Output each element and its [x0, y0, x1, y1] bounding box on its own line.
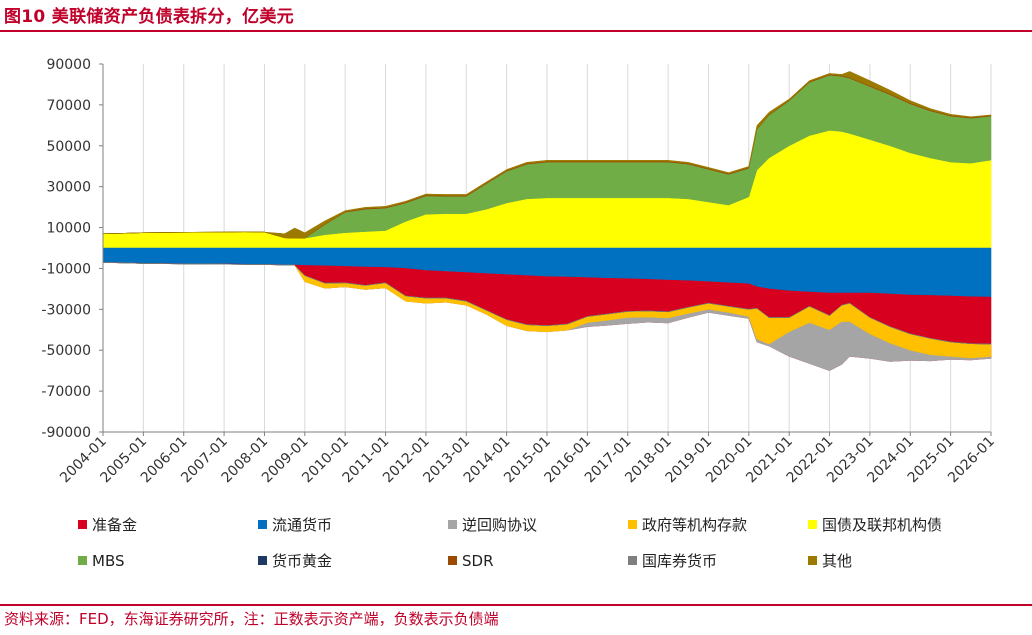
chart-title: 图10 美联储资产负债表拆分，亿美元 [4, 7, 294, 27]
legend: 准备金 流通货币 逆回购协议 政府等机构存款 国债及联邦机构债 MBS 货币黄金 SDR 国库券… [78, 516, 942, 570]
legend-label: 政府等机构存款 [642, 516, 747, 534]
area-asset-3 [102, 71, 992, 239]
y-tick-label: -10000 [41, 261, 91, 277]
legend-label: SDR [462, 552, 494, 570]
stacked-area-chart: 90000 70000 50000 30000 10000 -10000 -30000 -50… [41, 57, 997, 570]
area-liability-5 [102, 262, 992, 345]
legend-swatch [808, 556, 817, 565]
y-tick-label: 90000 [46, 57, 91, 73]
legend-label: MBS [92, 552, 125, 570]
legend-swatch [258, 556, 267, 565]
legend-swatch [78, 556, 87, 565]
y-tick-label: -50000 [41, 343, 91, 359]
y-tick-label: 30000 [46, 180, 91, 196]
legend-swatch [448, 520, 457, 529]
source-rule [0, 604, 1032, 606]
source-note: 资料来源：FED，东海证券研究所，注：正数表示资产端，负数表示负债端 [4, 610, 499, 628]
legend-swatch [78, 520, 87, 529]
title-rule [0, 30, 1032, 32]
legend-swatch [628, 556, 637, 565]
legend-swatch [258, 520, 267, 529]
y-tick-label: 50000 [46, 139, 91, 155]
y-tick-label: 10000 [46, 221, 91, 237]
legend-label: 流通货币 [272, 516, 332, 534]
legend-label: 国债及联邦机构债 [822, 516, 942, 534]
y-tick-label: -30000 [41, 302, 91, 318]
legend-swatch [628, 520, 637, 529]
legend-label: 货币黄金 [272, 552, 332, 570]
legend-label: 准备金 [92, 516, 137, 534]
legend-label: 其他 [822, 552, 852, 570]
series-areas [102, 71, 992, 371]
legend-swatch [448, 556, 457, 565]
legend-swatch [808, 520, 817, 529]
legend-label: 逆回购协议 [462, 516, 537, 534]
y-tick-label: 70000 [46, 98, 91, 114]
y-tick-label: -90000 [41, 425, 91, 441]
legend-label: 国库券货币 [642, 552, 717, 570]
y-tick-label: -70000 [41, 384, 91, 400]
